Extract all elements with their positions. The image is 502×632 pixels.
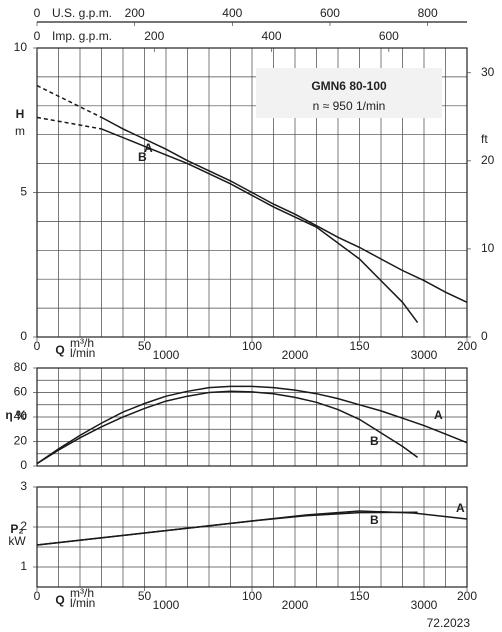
y-axis-unit: kW	[8, 534, 26, 548]
y-tick-label: 5	[20, 185, 27, 199]
footer-code: 72.2023	[427, 616, 471, 630]
x-tick-label: 200	[457, 339, 477, 353]
x-extra-tick-label: 600	[320, 6, 340, 20]
x-extra-tick-label: 800	[418, 6, 438, 20]
x-tick-label: 0	[34, 339, 41, 353]
x-extra-tick-label: 3000	[411, 598, 438, 612]
curve-a	[36, 385, 468, 465]
x-extra-axis-label: Imp. g.p.m.	[52, 29, 112, 43]
x-extra-tick-label: 0	[34, 29, 41, 43]
curve-b	[101, 128, 419, 324]
x-extra-tick-label: 3000	[411, 348, 438, 362]
x-extra-axis-label: U.S. g.p.m.	[52, 6, 112, 20]
x-extra-tick-label: 400	[262, 29, 282, 43]
x-axis-label: Q	[55, 343, 64, 357]
x-extra-tick-label: 0	[34, 6, 41, 20]
curve-label: B	[138, 150, 147, 164]
y2-tick-label: 30	[481, 65, 495, 79]
y2-tick-label: 20	[481, 153, 495, 167]
curve-a	[101, 116, 468, 303]
curve-label: B	[370, 513, 379, 527]
curve-b	[36, 511, 418, 546]
y-tick-label: 40	[14, 409, 28, 423]
y-tick-label: 0	[20, 458, 27, 472]
title-box	[256, 68, 442, 118]
x-axis-unit: m³/h	[70, 336, 94, 350]
x-tick-label: 150	[349, 339, 369, 353]
x-extra-tick-label: 400	[222, 6, 242, 20]
y2-tick-label: 0	[481, 329, 488, 343]
y-tick-label: 80	[14, 360, 28, 374]
chart-title: GMN6 80-100	[311, 79, 387, 93]
y-tick-label: 60	[14, 385, 28, 399]
curve-label: B	[370, 434, 379, 448]
x-extra-tick-label: 2000	[282, 348, 309, 362]
x-tick-label: 50	[138, 589, 152, 603]
curve-b	[36, 390, 419, 465]
x-axis-unit: m³/h	[70, 586, 94, 600]
y-axis-unit: m	[15, 124, 25, 138]
curve-label: A	[456, 501, 465, 515]
x-extra-tick-label: 1000	[153, 348, 180, 362]
x-axis-label: Q	[55, 593, 64, 607]
y-tick-label: 2	[20, 519, 27, 533]
curve-a	[36, 84, 102, 119]
chart-subtitle: n ≈ 950 1/min	[313, 99, 386, 113]
y-axis-label: H	[16, 107, 25, 121]
y-tick-label: 3	[20, 479, 27, 493]
x-extra-tick-label: 1000	[153, 598, 180, 612]
y-tick-label: 0	[20, 329, 27, 343]
curve-label: A	[434, 408, 443, 422]
x-extra-axis-label: l/min	[70, 346, 95, 360]
y-tick-label: 20	[14, 434, 28, 448]
x-tick-label: 200	[457, 589, 477, 603]
y-tick-label: 10	[14, 40, 28, 54]
x-extra-tick-label: 200	[125, 6, 145, 20]
x-extra-axis-label: l/min	[70, 596, 95, 610]
y2-axis-label: ft	[481, 132, 488, 146]
curve-b	[36, 116, 102, 130]
x-extra-tick-label: 200	[144, 29, 164, 43]
x-tick-label: 100	[242, 339, 262, 353]
y-axis-label: P₂	[10, 522, 23, 536]
y2-tick-label: 10	[481, 241, 495, 255]
x-extra-tick-label: 2000	[282, 598, 309, 612]
x-tick-label: 150	[349, 589, 369, 603]
y-axis-label: η %	[5, 408, 27, 422]
x-extra-tick-label: 600	[379, 29, 399, 43]
y-tick-label: 1	[20, 559, 27, 573]
x-tick-label: 100	[242, 589, 262, 603]
x-tick-label: 50	[138, 339, 152, 353]
x-tick-label: 0	[34, 589, 41, 603]
